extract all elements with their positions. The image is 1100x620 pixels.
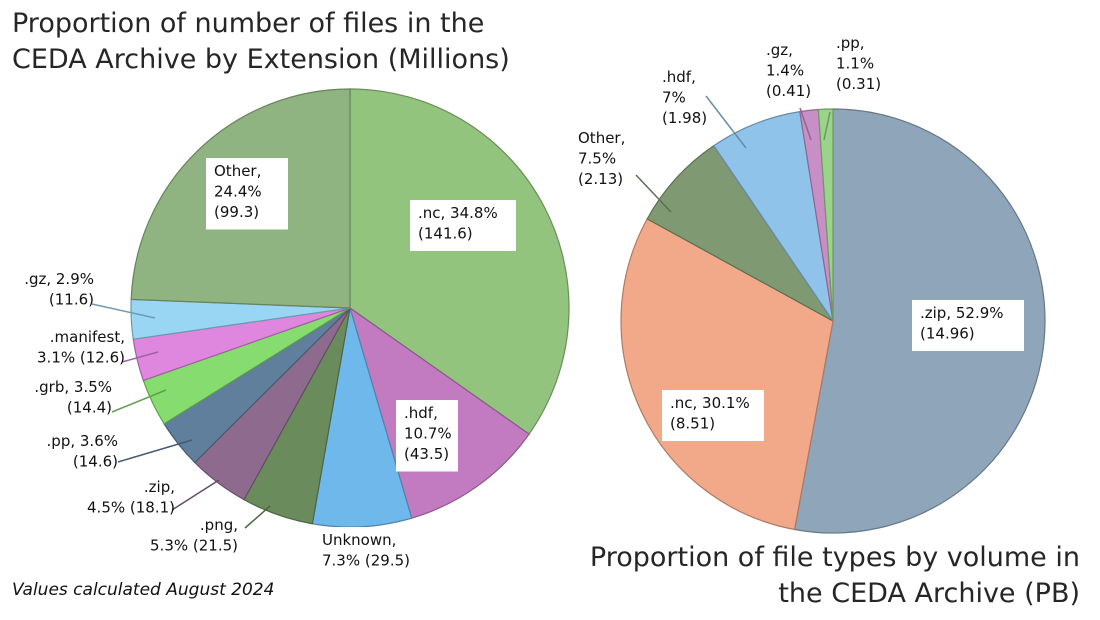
data-label-text: .pp, 3.6% (14.6) — [47, 432, 118, 471]
data-label-line: Unknown, — [322, 531, 396, 549]
data-label-line: (14.4) — [67, 399, 112, 417]
data-label-line: (14.6) — [73, 453, 118, 471]
data-label-line: (2.13) — [578, 170, 623, 188]
data-label-text: .zip, 4.5% (18.1) — [87, 478, 175, 517]
data-label-other: Other, 7.5% (2.13) — [578, 129, 672, 213]
data-label-text: .manifest, 3.1% (12.6) — [37, 328, 125, 367]
leader-line-manifest — [121, 351, 159, 363]
data-label-text: .gz, 2.9% (11.6) — [24, 270, 94, 309]
leader-line-pp — [823, 111, 831, 141]
data-label-text: .hdf, 7% (1.98) — [662, 68, 707, 127]
data-label-zip: .zip, 52.9% (14.96) — [912, 300, 1024, 351]
chart-title-files: Proportion of number of files in the CED… — [12, 8, 510, 75]
data-label-box — [314, 527, 414, 578]
data-label-line: (99.3) — [214, 203, 259, 221]
data-label-line: (0.31) — [836, 75, 881, 93]
data-label-line: .hdf, — [404, 404, 438, 422]
data-label-text: .gz, 1.4% (0.41) — [766, 41, 811, 100]
data-label-line: 24.4% — [214, 183, 262, 201]
data-label-line: (0.41) — [766, 82, 811, 100]
data-label-box — [912, 300, 1024, 351]
data-label-text: .pp, 1.1% (0.31) — [836, 34, 881, 93]
data-label-zip: .zip, 4.5% (18.1) — [87, 478, 220, 517]
data-label-line: .grb, 3.5% — [34, 378, 112, 396]
data-label-line: 5.3% (21.5) — [150, 537, 238, 555]
data-label-line: Other, — [578, 129, 625, 147]
pie-slice-unknown — [311, 307, 413, 528]
pie-slice-pp — [817, 108, 834, 322]
data-label-nc: .nc, 34.8% (141.6) — [410, 200, 516, 251]
footnote: Values calculated August 2024 — [12, 580, 275, 600]
data-label-line: .pp, 3.6% — [47, 432, 118, 450]
data-label-line: 3.1% (12.6) — [37, 349, 125, 367]
leader-line-gz — [91, 303, 156, 319]
data-label-grb: .grb, 3.5% (14.4) — [34, 378, 167, 417]
pie-volume: .zip, 52.9% (14.96) .nc, 30.1% (8.51) Other,… — [578, 34, 1046, 534]
data-label-box — [396, 400, 458, 472]
data-label-line: (1.98) — [662, 109, 707, 127]
data-label-line: (43.5) — [404, 445, 449, 463]
data-label-line: .nc, 34.8% — [418, 204, 498, 222]
data-label-text: .png, 5.3% (21.5) — [150, 516, 238, 555]
data-label-text: .grb, 3.5% (14.4) — [34, 378, 112, 417]
leader-line-other — [635, 174, 672, 213]
data-label-hdf: .hdf, 10.7% (43.5) — [396, 400, 458, 472]
data-label-line: .gz, 2.9% — [24, 270, 94, 288]
data-label-line: .nc, 30.1% — [670, 394, 750, 412]
data-label-other: Other, 24.4% (99.3) — [206, 158, 288, 230]
pie-files: .nc, 34.8% (141.6) .hdf, 10.7% (43.5) Unknown… — [24, 88, 570, 578]
leader-line-grb — [111, 389, 167, 413]
data-label-box — [410, 200, 516, 251]
data-label-line: .png, — [200, 516, 238, 534]
data-label-line: (11.6) — [49, 291, 94, 309]
pie-slice-nc — [349, 88, 570, 435]
data-label-line: .hdf, — [662, 68, 696, 86]
data-label-line: 7.5% — [578, 150, 616, 168]
data-label-box — [662, 390, 764, 441]
chart-title-volume: Proportion of file types by volume in th… — [589, 542, 1080, 609]
pie-slice-nc — [620, 218, 834, 531]
data-label-line: .zip, 52.9% — [920, 304, 1004, 322]
data-label-line: (141.6) — [418, 225, 473, 243]
data-label-line: 4.5% (18.1) — [87, 499, 175, 517]
data-label-line: 1.4% — [766, 62, 804, 80]
data-label-text: Unknown, 7.3% (29.5) — [322, 531, 410, 570]
data-label-line: .manifest, — [50, 328, 125, 346]
data-label-unknown: Unknown, 7.3% (29.5) — [314, 527, 414, 578]
data-label-text: .nc, 34.8% (141.6) — [418, 204, 498, 243]
data-label-nc: .nc, 30.1% (8.51) — [662, 390, 764, 441]
leader-line-hdf — [705, 95, 747, 149]
data-label-line: Other, — [214, 162, 261, 180]
data-label-line: .zip, — [144, 478, 175, 496]
data-label-pp: .pp, 1.1% (0.31) — [823, 34, 881, 141]
data-label-line: 10.7% — [404, 425, 452, 443]
leader-line-png — [244, 505, 271, 529]
data-label-line: 7% — [662, 89, 686, 107]
data-label-line: (8.51) — [670, 415, 715, 433]
data-label-manifest: .manifest, 3.1% (12.6) — [37, 328, 159, 367]
data-label-pp: .pp, 3.6% (14.6) — [47, 432, 193, 471]
data-label-line: .pp, — [836, 34, 865, 52]
data-label-hdf: .hdf, 7% (1.98) — [662, 68, 747, 149]
data-label-text: Other, 7.5% (2.13) — [578, 129, 625, 188]
data-label-gz: .gz, 2.9% (11.6) — [24, 270, 156, 319]
data-label-png: .png, 5.3% (21.5) — [150, 505, 271, 555]
pie-slice-other — [646, 144, 834, 322]
data-label-text: .nc, 30.1% (8.51) — [670, 394, 750, 433]
data-label-box — [206, 158, 288, 230]
data-label-text: .zip, 52.9% (14.96) — [920, 304, 1004, 343]
data-label-line: 7.3% (29.5) — [322, 552, 410, 570]
leader-line-zip — [171, 479, 220, 511]
data-label-text: .hdf, 10.7% (43.5) — [404, 404, 452, 463]
data-label-line: 1.1% — [836, 55, 874, 73]
leader-line-pp — [117, 439, 193, 463]
data-label-line: .gz, — [766, 41, 793, 59]
leader-line-gz — [799, 107, 812, 141]
data-label-line: (14.96) — [920, 325, 975, 343]
data-label-gz: .gz, 1.4% (0.41) — [766, 41, 812, 141]
data-label-text: Other, 24.4% (99.3) — [214, 162, 262, 221]
